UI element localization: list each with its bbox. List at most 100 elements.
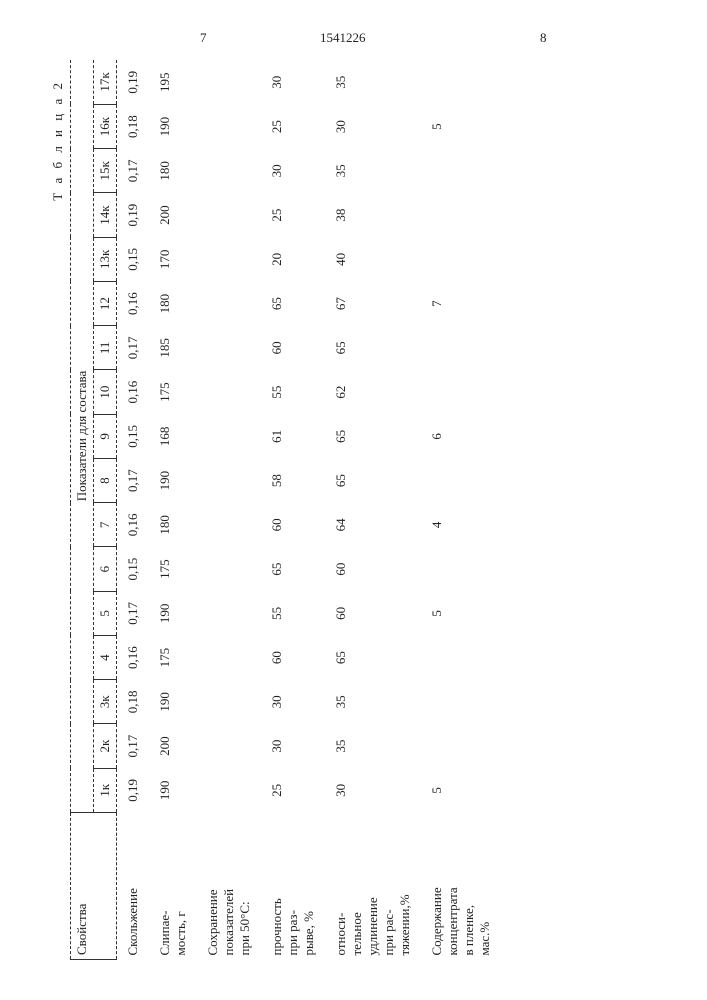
table-cell: 30: [325, 105, 421, 149]
table-cell: 6: [421, 414, 501, 458]
table-row: Скольжение0,190,170,180,160,170,150,160,…: [117, 60, 150, 960]
table-cell: [421, 636, 501, 680]
table-cell: 0,19: [117, 768, 150, 812]
column-header: 14к: [94, 193, 117, 237]
table-cell: [421, 680, 501, 724]
table-cell: 30: [261, 724, 325, 768]
table-cell: [197, 768, 261, 812]
table-cell: 200: [149, 724, 197, 768]
table-cell: 0,17: [117, 591, 150, 635]
table-cell: [197, 193, 261, 237]
table-cell: 190: [149, 591, 197, 635]
table-cell: [197, 591, 261, 635]
table-cell: 0,17: [117, 326, 150, 370]
table-cell: 170: [149, 237, 197, 281]
table-row: прочность при раз- рыве, %25303060556560…: [261, 60, 325, 960]
table-cell: 0,17: [117, 459, 150, 503]
table-cell: [197, 636, 261, 680]
table-cell: 60: [261, 326, 325, 370]
table-cell: [197, 547, 261, 591]
table-cell: [421, 237, 501, 281]
table-cell: 180: [149, 282, 197, 326]
table-cell: 60: [261, 503, 325, 547]
table-cell: 180: [149, 149, 197, 193]
table-cell: 0,17: [117, 149, 150, 193]
table-cell: 0,16: [117, 636, 150, 680]
table-cell: [197, 724, 261, 768]
column-header: 1к: [94, 768, 117, 812]
row-label: Скольжение: [117, 813, 150, 960]
table-cell: 35: [325, 149, 421, 193]
table-cell: 35: [325, 724, 421, 768]
table-cell: 65: [325, 636, 421, 680]
row-label: относи- тельное удлинение при рас- тяжен…: [325, 813, 421, 960]
table-row: относи- тельное удлинение при рас- тяжен…: [325, 60, 421, 960]
table-cell: 190: [149, 680, 197, 724]
table-cell: [421, 193, 501, 237]
table-cell: 4: [421, 503, 501, 547]
column-header: 5: [94, 591, 117, 635]
table-cell: [421, 547, 501, 591]
column-header: 9: [94, 414, 117, 458]
table-cell: 65: [261, 547, 325, 591]
table-cell: 200: [149, 193, 197, 237]
table-cell: 60: [325, 547, 421, 591]
group-header: Показатели для состава: [71, 60, 94, 813]
table-cell: 190: [149, 459, 197, 503]
table-row: Слипае- мость, г190200190175190175180190…: [149, 60, 197, 960]
table-cell: 168: [149, 414, 197, 458]
table-cell: 65: [325, 326, 421, 370]
column-header: 4: [94, 636, 117, 680]
table-cell: [421, 60, 501, 105]
column-header: 11: [94, 326, 117, 370]
column-header: 2к: [94, 724, 117, 768]
table-cell: 185: [149, 326, 197, 370]
table-cell: [197, 237, 261, 281]
table-cell: [197, 459, 261, 503]
table-cell: 5: [421, 768, 501, 812]
table-cell: 0,17: [117, 724, 150, 768]
table-cell: 60: [325, 591, 421, 635]
table-cell: 0,19: [117, 60, 150, 105]
table-cell: 175: [149, 636, 197, 680]
table-cell: [197, 370, 261, 414]
table-row: Содержание концентрата в пленке, мас.%55…: [421, 60, 501, 960]
table-cell: 0,16: [117, 282, 150, 326]
properties-header: Свойства: [71, 813, 117, 960]
column-header: 10: [94, 370, 117, 414]
row-label: Сохранение показателей при 50°С:: [197, 813, 261, 960]
column-header: 6: [94, 547, 117, 591]
table-cell: 65: [261, 282, 325, 326]
table-cell: 38: [325, 193, 421, 237]
table-cell: [421, 149, 501, 193]
column-header: 13к: [94, 237, 117, 281]
table-cell: 195: [149, 60, 197, 105]
table-cell: 30: [325, 768, 421, 812]
table-cell: [421, 370, 501, 414]
table-cell: 190: [149, 105, 197, 149]
table-cell: 62: [325, 370, 421, 414]
table-cell: 7: [421, 282, 501, 326]
table-cell: [197, 326, 261, 370]
table-cell: 175: [149, 370, 197, 414]
table-cell: 0,15: [117, 414, 150, 458]
table-cell: 55: [261, 591, 325, 635]
table-cell: 30: [261, 149, 325, 193]
table-cell: 40: [325, 237, 421, 281]
table-cell: [421, 724, 501, 768]
column-header: 17к: [94, 60, 117, 105]
column-header: 15к: [94, 149, 117, 193]
column-header: 12: [94, 282, 117, 326]
table-cell: 5: [421, 591, 501, 635]
table-cell: 0,18: [117, 105, 150, 149]
table-cell: [197, 282, 261, 326]
table-cell: [421, 459, 501, 503]
table-cell: 55: [261, 370, 325, 414]
row-label: Слипае- мость, г: [149, 813, 197, 960]
table-cell: [197, 503, 261, 547]
column-header: 8: [94, 459, 117, 503]
table-title: Т а б л и ц а 2: [50, 40, 66, 960]
table-cell: 25: [261, 105, 325, 149]
table-cell: 5: [421, 105, 501, 149]
table-cell: [197, 105, 261, 149]
